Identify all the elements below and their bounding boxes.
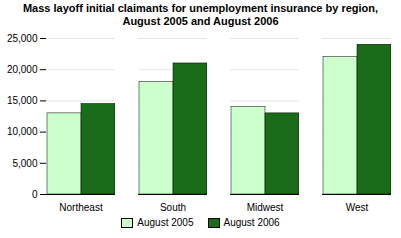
svg-text:Northeast: Northeast	[59, 202, 103, 213]
html-text:August 2005: August 2005	[137, 217, 194, 228]
svg-text:5,000: 5,000	[12, 158, 37, 169]
svg-text:0: 0	[32, 189, 38, 200]
svg-text:20,000: 20,000	[7, 64, 38, 75]
svg-text:Midwest: Midwest	[247, 202, 284, 213]
svg-text:25,000: 25,000	[7, 33, 38, 44]
svg-text:15,000: 15,000	[7, 95, 38, 106]
svg-text:West: West	[346, 202, 369, 213]
svg-text:South: South	[160, 202, 186, 213]
svg-text:10,000: 10,000	[7, 126, 38, 137]
html-text:August 2006: August 2006	[223, 217, 280, 228]
html-text:Mass layoff initial claimants: Mass layoff initial claimants for unempl…	[22, 2, 379, 27]
